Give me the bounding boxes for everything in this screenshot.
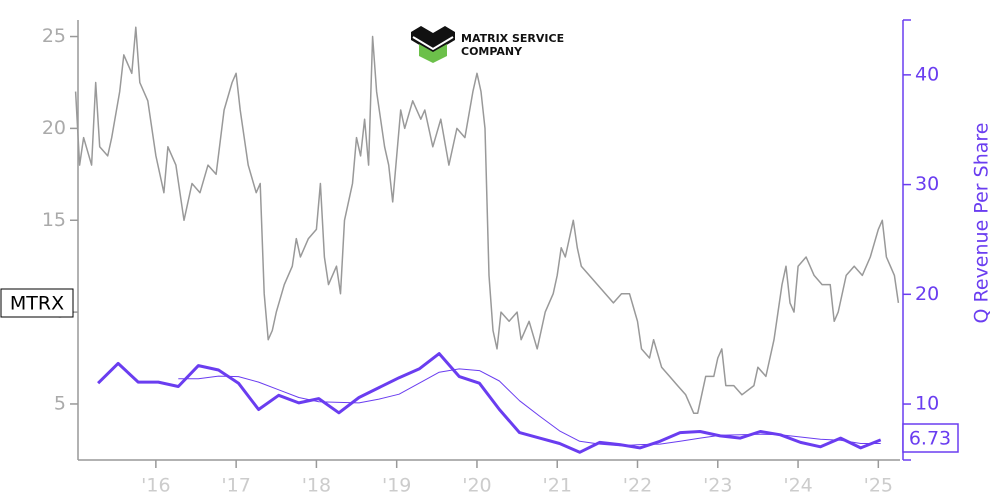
x-tick-label: '17 [221,475,250,497]
ticker-label: MTRX [10,293,64,315]
last-value-box [902,423,959,453]
x-tick-label: '23 [703,475,732,497]
y2-axis-label: Q Revenue Per Share [971,123,993,324]
y-tick-label: 5 [54,392,66,414]
revenue-line [97,352,882,454]
y-tick-label: 15 [42,209,66,231]
ticker-box [0,288,74,318]
logo-icon [419,44,447,63]
revenue-average-line [178,368,881,447]
last-value-label: 6.73 [909,428,951,450]
x-tick-label: '20 [462,475,491,497]
x-tick-label: '25 [864,475,893,497]
x-tick-label: '18 [302,475,331,497]
x-tick-label: '16 [141,475,170,497]
y2-tick-label: 40 [915,63,939,85]
x-tick-label: '22 [623,475,652,497]
logo-icon [412,36,454,51]
y2-tick-label: 30 [915,173,939,195]
x-tick-label: '21 [543,475,572,497]
logo: MATRIX SERVICE COMPANY [411,26,564,63]
x-tick-label: '24 [783,475,812,497]
y2-tick-label: 20 [915,283,939,305]
y-tick-label: 25 [42,25,66,47]
price-line [74,26,900,414]
logo-text: MATRIX SERVICE [461,32,564,45]
x-tick-label: '19 [382,475,411,497]
y2-tick-label: 10 [915,393,939,415]
y-tick-label: 20 [42,117,66,139]
logo-text: COMPANY [461,45,523,58]
